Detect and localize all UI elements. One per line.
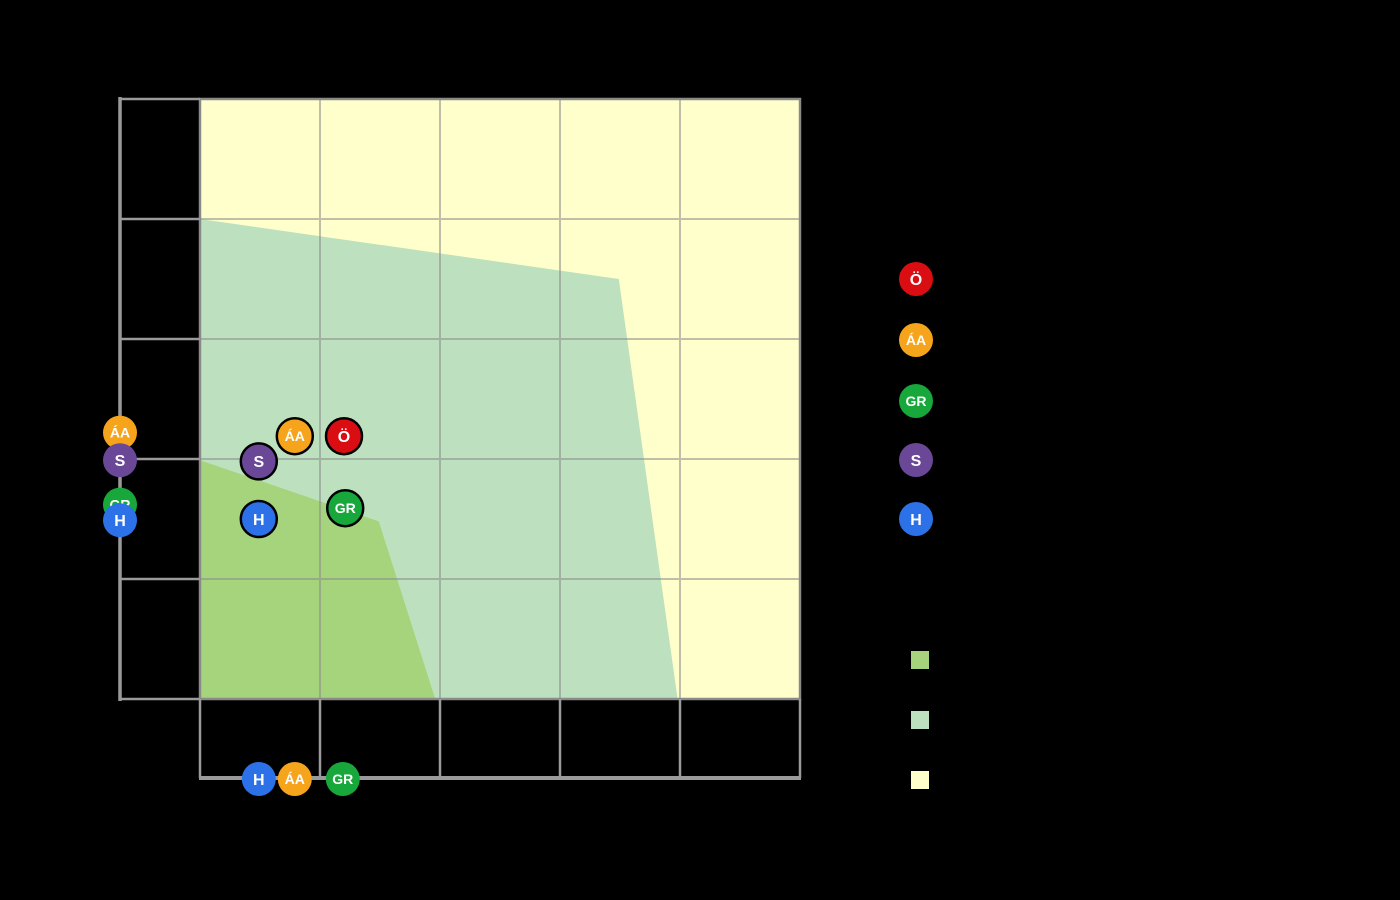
marker-label: GR	[335, 500, 356, 516]
marker-label: S	[253, 454, 264, 471]
plot-border	[198, 97, 802, 701]
x-axis-marker-ÁA: ÁA	[277, 762, 312, 796]
marker-label: ÁA	[906, 332, 926, 348]
marker-label: H	[910, 512, 922, 529]
marker-label: Ö	[338, 427, 350, 446]
marker-label: GR	[332, 771, 353, 787]
marker-label: ÁA	[285, 428, 305, 444]
x-axis-marker-GR: GR	[325, 762, 360, 796]
middle-region-swatch	[911, 711, 929, 729]
marker-label: Ö	[910, 270, 922, 289]
marker-label: S	[911, 453, 922, 470]
plot-marker-H[interactable]: H	[239, 499, 279, 539]
legend-item-ÁA[interactable]: ÁA	[899, 323, 933, 357]
outer-region-swatch	[911, 771, 929, 789]
gridlines	[200, 99, 800, 699]
y-axis-marker-S: S	[103, 443, 137, 478]
marker-label: H	[253, 512, 265, 529]
legend-item-S[interactable]: S	[899, 443, 933, 477]
plot-marker-GR[interactable]: GR	[325, 488, 365, 528]
legend-item-GR[interactable]: GR	[899, 384, 933, 418]
plot-marker-Ö[interactable]: Ö	[324, 416, 364, 456]
y-axis-marker-ÁA: ÁA	[103, 415, 137, 450]
legend-item-Ö[interactable]: Ö	[899, 262, 933, 296]
marker-label: H	[114, 513, 126, 530]
marker-label: ÁA	[285, 771, 305, 787]
y-axis-marker-H: H	[103, 503, 137, 538]
plot-marker-ÁA[interactable]: ÁA	[275, 416, 315, 456]
inner-region-swatch	[911, 651, 929, 669]
marker-label: S	[115, 453, 126, 470]
marker-label: GR	[906, 393, 927, 409]
legend-item-H[interactable]: H	[899, 502, 933, 536]
marker-label: ÁA	[110, 425, 130, 441]
marker-label: H	[253, 772, 265, 789]
x-axis-marker-H: H	[241, 762, 276, 796]
y-axis	[118, 97, 200, 701]
plot-marker-S[interactable]: S	[239, 442, 279, 481]
